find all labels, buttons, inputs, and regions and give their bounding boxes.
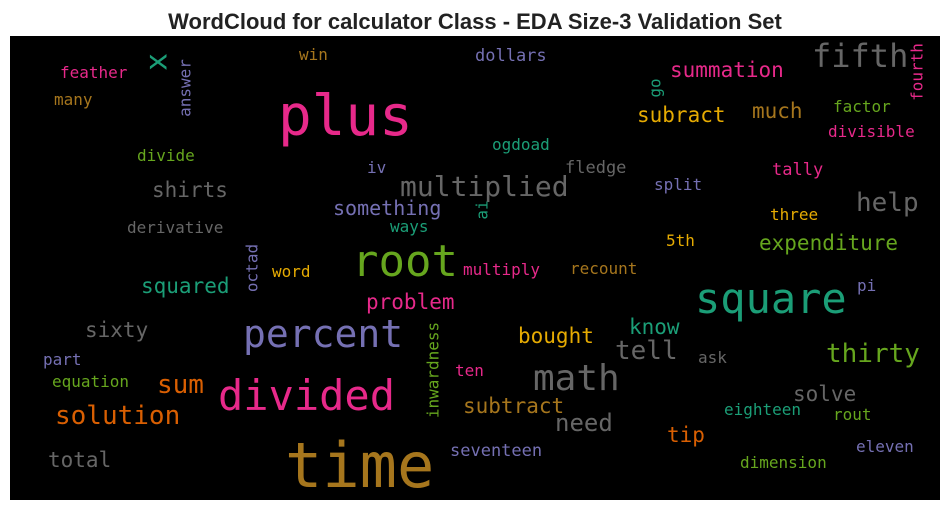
cloud-word: win: [299, 45, 328, 64]
cloud-word: eighteen: [724, 400, 801, 419]
cloud-word: thirty: [826, 339, 920, 369]
cloud-word: bought: [518, 324, 594, 348]
cloud-word: factor: [833, 97, 891, 116]
cloud-word: problem: [366, 290, 455, 314]
cloud-word: iv: [367, 158, 386, 177]
cloud-word: three: [770, 205, 818, 224]
cloud-word: feather: [60, 63, 128, 82]
cloud-word: something: [333, 196, 441, 220]
cloud-word: word: [272, 262, 311, 281]
cloud-word: root: [352, 236, 458, 287]
cloud-word: need: [555, 409, 613, 437]
cloud-word: help: [856, 188, 919, 218]
cloud-word: fledge: [565, 158, 626, 178]
cloud-word: time: [285, 429, 434, 502]
cloud-word: total: [48, 448, 111, 472]
cloud-word: solution: [55, 401, 180, 431]
cloud-word: divide: [137, 146, 195, 165]
cloud-word: summation: [670, 58, 784, 82]
cloud-word: go: [646, 78, 665, 97]
cloud-word: 5th: [666, 231, 695, 250]
cloud-word: ogdoad: [492, 135, 550, 154]
cloud-word: square: [695, 274, 847, 323]
cloud-word: eleven: [856, 437, 914, 456]
cloud-word: divisible: [828, 122, 915, 141]
cloud-word: subtract: [463, 394, 564, 418]
cloud-word: rout: [833, 405, 872, 424]
cloud-word: solve: [793, 382, 856, 406]
cloud-word: squared: [141, 274, 230, 298]
cloud-word: tip: [667, 423, 705, 447]
cloud-word: pi: [857, 276, 876, 295]
cloud-word: math: [533, 358, 620, 399]
cloud-word: ten: [455, 361, 484, 380]
cloud-word: ways: [390, 217, 429, 236]
chart-title: WordCloud for calculator Class - EDA Siz…: [168, 9, 782, 34]
cloud-word: ai: [473, 200, 492, 219]
cloud-word: much: [752, 99, 803, 123]
cloud-word: x: [140, 53, 175, 71]
cloud-word: ask: [698, 348, 727, 367]
cloud-word: multiply: [463, 260, 540, 279]
cloud-word: answer: [176, 59, 195, 117]
cloud-word: dollars: [475, 46, 547, 66]
cloud-word: inwardness: [424, 322, 443, 418]
cloud-word: shirts: [152, 178, 228, 202]
cloud-word: sixty: [85, 318, 148, 342]
cloud-word: part: [43, 350, 82, 369]
cloud-word: fourth: [908, 43, 927, 101]
cloud-word: equation: [52, 372, 129, 391]
cloud-word: split: [654, 175, 702, 194]
cloud-word: multiplied: [400, 170, 569, 203]
cloud-background: [10, 36, 940, 500]
cloud-word: expenditure: [759, 231, 898, 255]
cloud-word: recount: [570, 259, 637, 278]
cloud-word: percent: [243, 312, 403, 356]
cloud-word: subract: [637, 103, 726, 127]
cloud-word: seventeen: [450, 441, 542, 461]
cloud-word: fifth: [812, 37, 908, 75]
cloud-word: know: [629, 315, 680, 339]
cloud-word: tally: [772, 160, 823, 180]
cloud-word: sum: [157, 370, 204, 400]
cloud-word: tell: [615, 336, 678, 366]
cloud-word: plus: [278, 84, 413, 149]
cloud-word: derivative: [127, 218, 223, 237]
cloud-word: dimension: [740, 453, 827, 472]
cloud-word: many: [54, 90, 93, 109]
cloud-word: octad: [243, 244, 262, 292]
cloud-word: divided: [218, 371, 395, 420]
